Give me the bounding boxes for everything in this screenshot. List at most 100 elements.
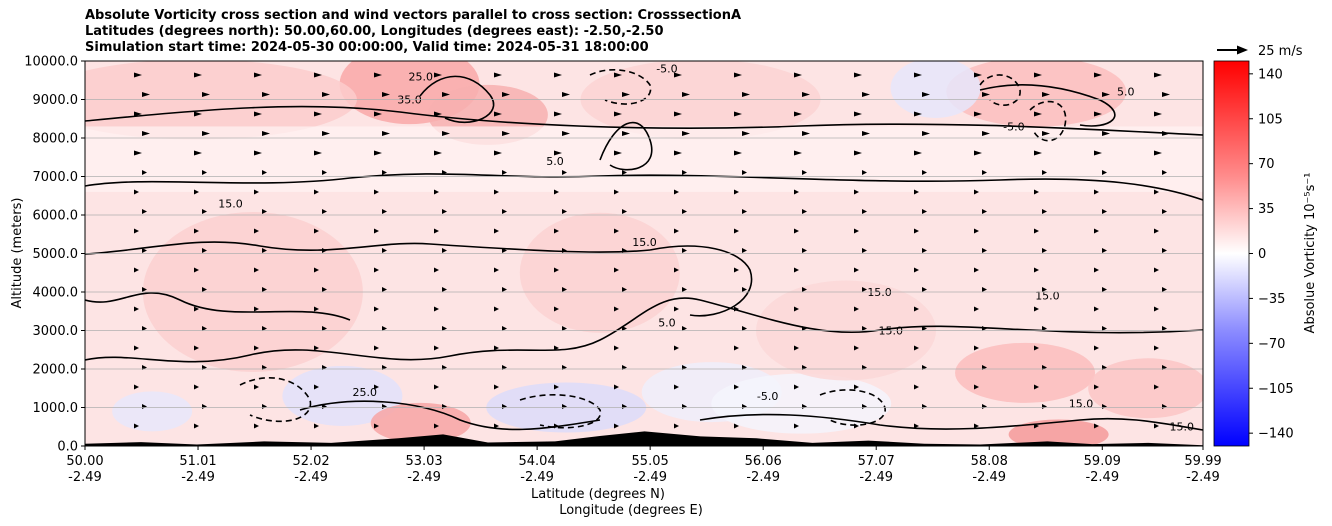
wind-vector-170	[622, 248, 627, 253]
wind-vector-241	[562, 326, 567, 331]
wind-vector-93	[322, 170, 327, 175]
wind-vector-200	[262, 287, 267, 292]
field-patch-9	[711, 373, 892, 434]
wind-vector-60	[502, 131, 510, 136]
wind-vector-226	[734, 306, 739, 312]
wind-vector-340	[1094, 423, 1099, 429]
wind-vector-219	[314, 306, 319, 312]
wind-vector-89	[1154, 150, 1162, 156]
wind-vector-58	[382, 131, 390, 136]
wind-vector-263	[794, 345, 799, 351]
wind-vector-90	[142, 170, 147, 175]
wind-vector-174	[862, 248, 867, 253]
wind-vector-161	[1154, 228, 1159, 234]
contour-label-11: 15.0	[1035, 290, 1060, 303]
x-tick-label-lat-5: 55.05	[632, 454, 669, 469]
wind-vector-248	[982, 326, 987, 331]
wind-vector-128	[262, 209, 267, 214]
wind-vector-20	[262, 92, 270, 97]
x-tick-label-lon-9: -2.49	[1085, 470, 1119, 485]
contour-label-14: 25.0	[353, 386, 378, 399]
wind-vector-77	[434, 150, 442, 156]
wind-vector-123	[1034, 189, 1039, 195]
contour-solid-10	[699, 413, 1203, 431]
x-tick-label-lat-7: 57.07	[858, 454, 895, 469]
wind-vector-139	[922, 209, 927, 214]
wind-vector-62	[622, 131, 630, 136]
y-tick-label-3: 3000.0	[33, 324, 79, 339]
field-patch-6	[282, 365, 403, 426]
wind-vector-91	[202, 170, 207, 175]
colorbar-tick-label-7: −105	[1258, 382, 1294, 397]
wind-vector-117	[674, 189, 679, 195]
wind-vector-165	[322, 248, 327, 253]
wind-vector-46	[734, 111, 742, 117]
wind-vector-59	[442, 131, 450, 136]
wind-vector-245	[802, 326, 807, 331]
wind-vector-175	[922, 248, 927, 253]
quiver-key-label: 25 m/s	[1258, 44, 1303, 59]
wind-vector-183	[314, 267, 319, 273]
wind-vector-104	[982, 170, 987, 175]
wind-vector-337	[914, 423, 919, 429]
wind-vector-264	[854, 345, 859, 351]
wind-vector-153	[674, 228, 679, 234]
contour-solid-0	[85, 105, 1203, 136]
wind-vector-95	[442, 170, 447, 175]
wind-vector-30	[862, 92, 870, 97]
colorbar	[1213, 60, 1250, 447]
wind-vector-254	[254, 345, 259, 351]
wind-vector-172	[742, 248, 747, 253]
wind-vector-121	[914, 189, 919, 195]
wind-vector-267	[1034, 345, 1039, 351]
x-axis-label-lat: Latitude (degrees N)	[531, 487, 665, 502]
wind-vector-35	[1162, 92, 1170, 97]
wind-vector-225	[674, 306, 679, 312]
wind-vector-83	[794, 150, 802, 156]
chart-subtitle-line-2: Simulation start time: 2024-05-30 00:00:…	[85, 40, 649, 55]
wind-vector-209	[802, 287, 807, 292]
wind-vector-162	[142, 248, 147, 253]
wind-vector-256	[374, 345, 379, 351]
wind-vector-167	[442, 248, 447, 253]
wind-vector-118	[734, 189, 739, 195]
wind-vector-190	[734, 267, 739, 273]
wind-vector-221	[434, 306, 439, 312]
field-patch-16	[370, 402, 471, 443]
wind-vector-160	[1094, 228, 1099, 234]
wind-vector-16	[1094, 72, 1102, 78]
contour-solid-3	[85, 297, 1203, 363]
wind-vector-189	[674, 267, 679, 273]
field-patch-11	[955, 342, 1096, 403]
wind-vector-40	[374, 111, 382, 117]
wind-vector-156	[854, 228, 859, 234]
wind-vector-268	[1094, 345, 1099, 351]
wind-vector-166	[382, 248, 387, 253]
wind-vector-2	[254, 72, 262, 78]
contour-solid-6	[419, 75, 495, 123]
wind-vector-51	[1034, 111, 1042, 117]
wind-vector-197	[1154, 267, 1159, 273]
wind-vector-150	[494, 228, 499, 234]
field-patch-10	[112, 391, 193, 432]
wind-vector-24	[502, 92, 510, 97]
chart-subtitle-line-1: Latitudes (degrees north): 50.00,60.00, …	[85, 24, 664, 39]
wind-vector-181	[194, 267, 199, 273]
x-tick-label-lat-2: 52.02	[292, 454, 329, 469]
wind-vector-97	[562, 170, 567, 175]
wind-vector-188	[614, 267, 619, 273]
wind-vector-257	[434, 345, 439, 351]
wind-vector-15	[1034, 72, 1042, 78]
x-tick-label-lon-8: -2.49	[972, 470, 1006, 485]
wind-vector-331	[554, 423, 559, 429]
x-tick-label-lon-2: -2.49	[294, 470, 328, 485]
wind-vector-107	[1162, 170, 1167, 175]
wind-vector-240	[502, 326, 507, 331]
y-tick-label-8: 8000.0	[33, 132, 79, 147]
wind-vector-217	[194, 306, 199, 312]
contour-dashed-1	[239, 377, 312, 423]
x-tick-label-lat-6: 56.06	[745, 454, 782, 469]
wind-vector-141	[1042, 209, 1047, 214]
wind-vector-25	[562, 92, 570, 97]
wind-vector-301	[914, 384, 919, 390]
